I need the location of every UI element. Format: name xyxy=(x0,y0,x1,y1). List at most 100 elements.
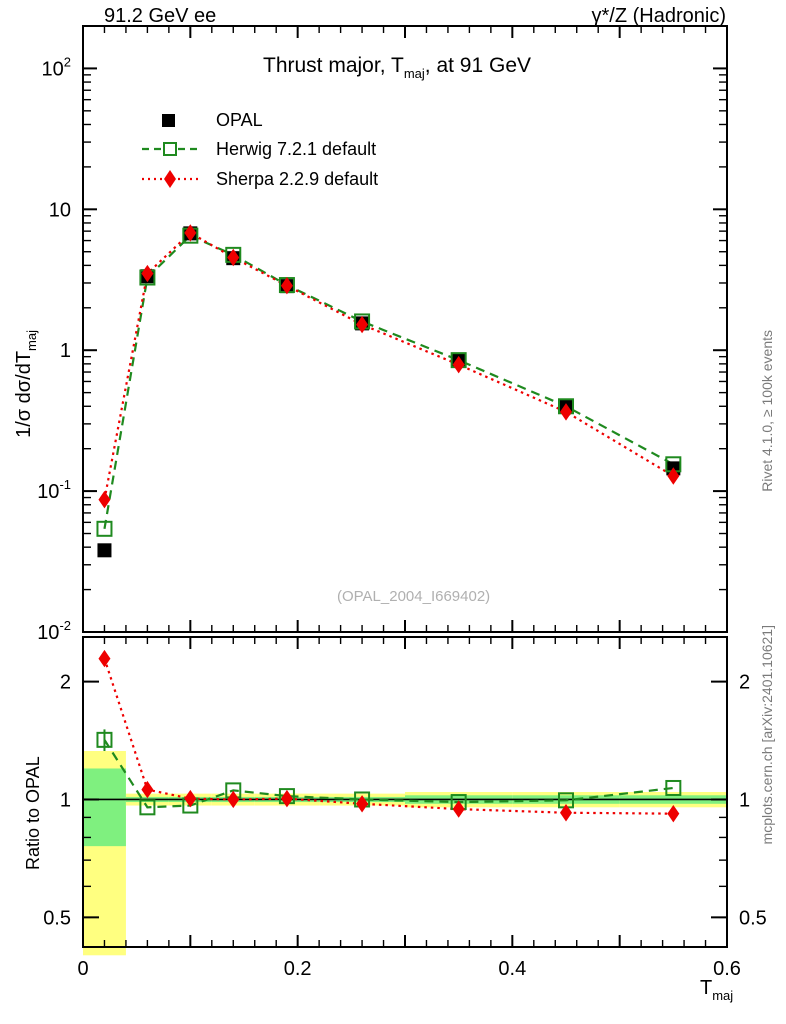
marker-filled-diamond xyxy=(280,789,293,808)
marker-filled-diamond xyxy=(141,780,154,799)
ratio-band-inner xyxy=(405,795,513,804)
data-series-line xyxy=(103,231,674,500)
marker-open-square xyxy=(278,277,295,294)
main-plot-title: Thrust major, Tmaj, at 91 GeV xyxy=(263,54,531,80)
ratio-y-tick-label-right: 0.5 xyxy=(739,907,767,929)
marker-open-square xyxy=(225,246,242,263)
data-series-line xyxy=(103,739,674,809)
marker-filled-diamond xyxy=(560,403,572,421)
ratio-band-inner xyxy=(512,795,620,804)
ratio-band-inner xyxy=(168,796,212,803)
ratio-band-inner xyxy=(254,796,320,803)
marker-open-square xyxy=(665,779,682,796)
side-label-mcplots-text: mcplots.cern.ch [arXiv:2401.10621] xyxy=(759,625,775,845)
x-tick-label: 0.2 xyxy=(284,958,312,980)
title-text-pre: Thrust major, T xyxy=(263,54,404,77)
y-axis-label-text: 1/σ dσ/dT xyxy=(13,350,35,438)
ratio-y-tick-label-right: 1 xyxy=(739,789,750,811)
ratio-band-outer xyxy=(405,791,513,808)
marker-filled-square xyxy=(355,316,370,331)
ratio-y-tick-label-right: 2 xyxy=(739,672,750,694)
marker-filled-diamond xyxy=(667,467,680,485)
main-y-tick-label: 10 xyxy=(49,199,71,221)
ratio-band-outer xyxy=(319,793,405,806)
marker-filled-diamond xyxy=(98,649,111,668)
marker-filled-diamond xyxy=(452,355,465,374)
ratio-band-outer xyxy=(168,793,212,806)
x-axis-label-subscript: maj xyxy=(712,988,734,1003)
marker-filled-diamond xyxy=(184,789,197,808)
legend-marker-open-square xyxy=(163,142,177,156)
x-axis-label-text: T xyxy=(700,977,713,999)
marker-open-square xyxy=(450,794,467,811)
ratio-band-outer xyxy=(254,793,320,806)
marker-open-square xyxy=(558,792,574,809)
marker-filled-diamond xyxy=(356,315,369,334)
ratio-band-inner xyxy=(619,795,727,804)
marker-open-square xyxy=(96,731,113,748)
ratio-band-outer xyxy=(83,750,126,956)
marker-filled-square xyxy=(279,279,294,294)
ratio-y-tick-label: 0.5 xyxy=(43,907,71,929)
main-y-tick-label: 102 xyxy=(42,54,71,80)
marker-filled-diamond xyxy=(560,804,572,822)
marker-open-square xyxy=(354,313,371,330)
marker-filled-square xyxy=(666,461,681,476)
ratio-y-tick-label: 2 xyxy=(60,672,71,694)
marker-open-square xyxy=(139,799,156,816)
dataset-watermark: (OPAL_2004_I669402) xyxy=(337,588,491,605)
marker-open-square xyxy=(665,456,682,473)
ratio-band-inner xyxy=(319,796,405,803)
marker-open-square xyxy=(278,788,295,805)
side-label-rivet-text: Rivet 4.1.0, ≥ 100k events xyxy=(759,330,775,492)
marker-filled-diamond xyxy=(184,224,197,242)
ratio-band-inner xyxy=(125,796,169,803)
legend-marker-filled-diamond xyxy=(164,170,176,188)
marker-open-square xyxy=(225,782,242,799)
ratio-panel-frame xyxy=(82,636,728,948)
marker-open-square xyxy=(96,520,113,537)
marker-filled-diamond xyxy=(227,790,240,809)
x-axis-label: Tmaj xyxy=(700,977,733,1002)
x-tick-label: 0.6 xyxy=(713,958,741,980)
marker-filled-diamond xyxy=(141,264,154,283)
marker-open-square xyxy=(139,269,156,286)
marker-filled-square xyxy=(97,543,112,558)
legend-label-opal: OPAL xyxy=(216,110,263,130)
data-series-line xyxy=(103,234,674,529)
marker-filled-square xyxy=(140,269,155,284)
ratio-band-inner xyxy=(83,768,126,847)
side-label-mcplots: mcplots.cern.ch [arXiv:2401.10621] xyxy=(759,625,786,844)
marker-filled-diamond xyxy=(227,248,240,267)
marker-filled-diamond xyxy=(280,276,293,295)
ratio-y-tick-label: 1 xyxy=(60,789,71,811)
x-tick-label: 0.4 xyxy=(498,958,526,980)
ratio-y-axis-label: Ratio to OPAL xyxy=(23,756,138,888)
marker-filled-diamond xyxy=(356,795,369,813)
ratio-band-outer xyxy=(512,791,620,808)
ratio-band-outer xyxy=(619,791,727,808)
legend-label-herwig: Herwig 7.2.1 default xyxy=(216,139,377,159)
marker-filled-diamond xyxy=(667,804,680,823)
data-series-line xyxy=(103,658,674,815)
marker-filled-square xyxy=(226,251,241,266)
header-right-label: γ*/Z (Hadronic) xyxy=(591,5,726,27)
main-y-tick-label: 10-1 xyxy=(37,477,71,503)
main-y-axis-label: 1/σ dσ/dTmaj xyxy=(13,330,122,438)
x-tick-label: 0 xyxy=(77,958,88,980)
marker-open-square xyxy=(182,227,199,244)
ratio-band-inner xyxy=(211,796,255,803)
marker-filled-diamond xyxy=(452,800,465,818)
marker-open-square xyxy=(450,352,467,369)
legend-marker-filled-square xyxy=(162,114,175,127)
marker-open-square xyxy=(558,398,574,415)
legend-label-sherpa: Sherpa 2.2.9 default xyxy=(216,169,379,189)
ratio-y-axis-label-text: Ratio to OPAL xyxy=(23,756,43,870)
header-left-label: 91.2 GeV ee xyxy=(104,5,217,27)
ratio-band-outer xyxy=(211,793,255,806)
title-subscript: maj xyxy=(403,66,425,81)
marker-filled-square xyxy=(183,226,198,241)
marker-filled-square xyxy=(559,399,573,414)
ratio-band-outer xyxy=(125,793,169,806)
side-label-rivet: Rivet 4.1.0, ≥ 100k events xyxy=(759,330,786,492)
